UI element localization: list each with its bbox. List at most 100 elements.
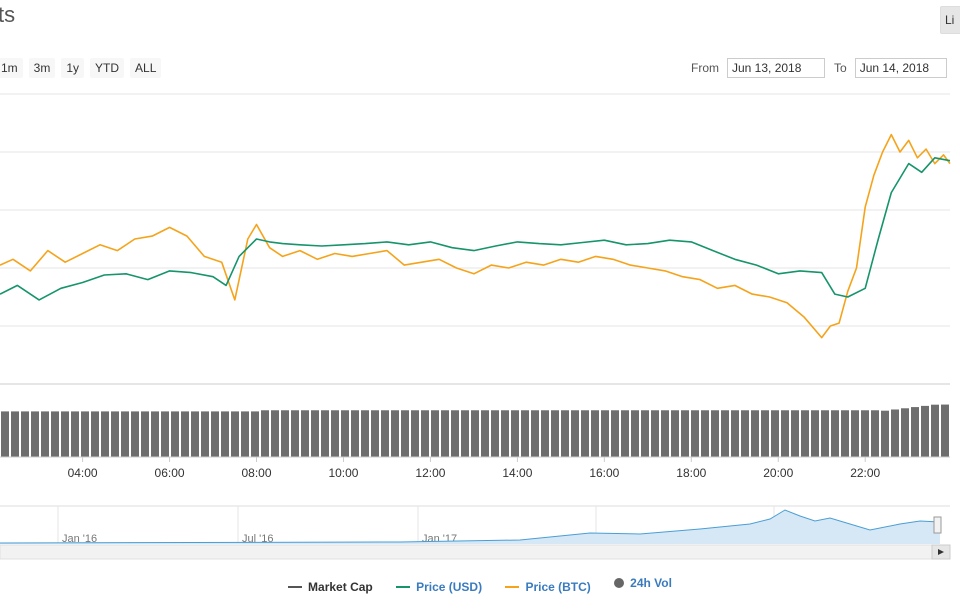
volume-bar (691, 410, 699, 457)
volume-bar (121, 411, 129, 457)
volume-bar (471, 410, 479, 457)
volume-bar (561, 410, 569, 457)
volume-bar (621, 410, 629, 457)
volume-bar (741, 410, 749, 457)
volume-bar (451, 410, 459, 457)
volume-bar (661, 410, 669, 457)
navigator-scrollbar (0, 544, 951, 560)
from-date-input[interactable] (727, 58, 825, 78)
to-label: To (834, 61, 847, 75)
price-btc-line (0, 133, 951, 339)
volume-bar (21, 411, 29, 457)
volume-bar (931, 404, 939, 457)
volume-bar (301, 410, 309, 457)
volume-bar (531, 410, 539, 457)
volume-bar (891, 409, 899, 457)
date-range-from: From (691, 58, 825, 78)
x-tick-label: 14:00 (502, 466, 532, 480)
volume-bar (881, 410, 889, 457)
chart-title: ts (0, 2, 16, 27)
volume-bar (221, 411, 229, 457)
volume-bar (821, 410, 829, 457)
volume-bar (421, 410, 429, 457)
date-range-to: To (834, 58, 947, 78)
volume-bar (861, 410, 869, 457)
zoom-1y-button[interactable]: 1y (61, 58, 85, 78)
volume-bar (181, 411, 189, 457)
volume-bar (501, 410, 509, 457)
volume-bar (211, 411, 219, 457)
volume-bar (631, 410, 639, 457)
zoom-3m-button[interactable]: 3m (28, 58, 56, 78)
volume-bar (361, 410, 369, 457)
volume-bar (521, 410, 529, 457)
volume-bar (941, 404, 949, 457)
linear-scale-button[interactable]: Li (940, 6, 960, 34)
x-tick-label: 16:00 (589, 466, 619, 480)
volume-bar (571, 410, 579, 457)
x-tick-label: 04:00 (68, 466, 98, 480)
volume-bar (251, 411, 259, 457)
volume-bar (1, 411, 9, 457)
volume-bar (271, 410, 279, 457)
zoom-all-button[interactable]: ALL (130, 58, 162, 78)
volume-bar (31, 411, 39, 457)
volume-bar (141, 411, 149, 457)
volume-bar (601, 410, 609, 457)
volume-bar (901, 408, 909, 457)
volume-bar (771, 410, 779, 457)
x-tick-label: 10:00 (328, 466, 358, 480)
volume-bar (791, 410, 799, 457)
navigator-handle (933, 516, 942, 534)
volume-bar (831, 410, 839, 457)
x-tick-label: 22:00 (850, 466, 880, 480)
legend-24h-vol[interactable]: 24h Vol (614, 576, 672, 590)
legend-market-cap-label: Market Cap (308, 580, 373, 594)
volume-bar (651, 410, 659, 457)
price-usd-swatch (396, 586, 411, 588)
volume-bar (801, 410, 809, 457)
volume-bar (11, 411, 19, 457)
scroll-right-arrow-icon (938, 549, 944, 555)
volume-bar (841, 410, 849, 457)
volume-bar (401, 410, 409, 457)
volume-bar (731, 410, 739, 457)
zoom-ytd-button[interactable]: YTD (90, 58, 125, 78)
volume-bar (491, 410, 499, 457)
volume-bar (351, 410, 359, 457)
volume-bar (681, 410, 689, 457)
volume-bar (851, 410, 859, 457)
volume-bar (551, 410, 559, 457)
legend-price-btc-label: Price (BTC) (525, 580, 591, 594)
price-chart[interactable]: 0004:0006:0008:0010:0012:0014:0016:0018:… (0, 0, 960, 570)
volume-bar (671, 410, 679, 457)
zoom-1m-button[interactable]: 1m (0, 58, 23, 78)
legend-market-cap[interactable]: Market Cap (288, 580, 373, 594)
volume-bar (641, 410, 649, 457)
volume-bar (81, 411, 89, 457)
to-date-input[interactable] (854, 58, 947, 78)
x-tick-label: 08:00 (242, 466, 272, 480)
x-tick-label: 18:00 (676, 466, 706, 480)
volume-bar (911, 407, 919, 457)
volume-bar (371, 410, 379, 457)
volume-bar (321, 410, 329, 457)
volume-bar (411, 410, 419, 457)
volume-bar (291, 410, 299, 457)
volume-bar (101, 411, 109, 457)
legend-price-btc[interactable]: Price (BTC) (505, 580, 591, 594)
volume-bar (331, 410, 339, 457)
volume-bar (441, 410, 449, 457)
volume-bar (541, 410, 549, 457)
volume-bar (111, 411, 119, 457)
volume-bar (191, 411, 199, 457)
legend-price-usd[interactable]: Price (USD) (396, 580, 482, 594)
volume-bar (481, 410, 489, 457)
x-tick-label: 06:00 (155, 466, 185, 480)
volume-bar (161, 411, 169, 457)
volume-bar (71, 411, 79, 457)
volume-bar (921, 405, 929, 457)
volume-bar (201, 411, 209, 457)
volume-bar (131, 411, 139, 457)
volume-bar (751, 410, 759, 457)
